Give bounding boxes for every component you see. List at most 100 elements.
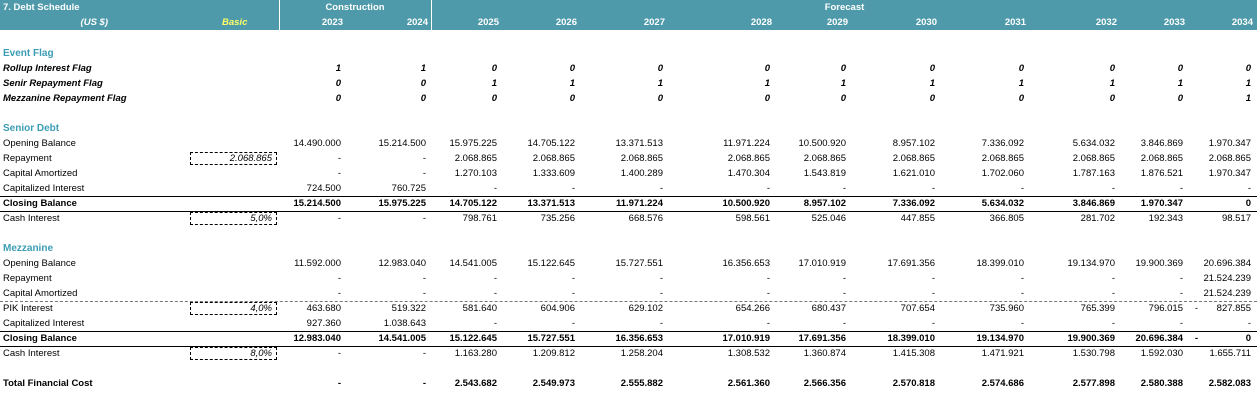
value-cell: 17.691.356: [798, 333, 846, 344]
value-cell: -: [337, 288, 341, 299]
value-cell: 629.102: [628, 303, 663, 314]
value-cell: 0: [1018, 93, 1024, 104]
year-header-2025: 2025: [477, 17, 499, 28]
value-cell: 0: [569, 93, 575, 104]
value-cell: 19.900.369: [1135, 258, 1183, 269]
value-cell: 17.691.356: [887, 258, 935, 269]
value-cell: -: [337, 168, 341, 179]
assumption-input: 5,0%: [190, 212, 277, 225]
sheet-title: 7. Debt Schedule: [3, 2, 80, 13]
header-band-bottom: [0, 15, 1257, 30]
currency-label: (US $): [80, 17, 108, 28]
value-cell: -: [337, 378, 341, 389]
value-cell: -: [1111, 288, 1115, 299]
value-cell: 0: [929, 93, 935, 104]
value-cell: 0: [1109, 63, 1115, 74]
value-cell: -: [337, 213, 341, 224]
value-cell: 15.214.500: [378, 138, 426, 149]
value-cell: 14.705.122: [449, 198, 497, 209]
assumption-input: 4,0%: [190, 302, 277, 315]
value-cell: 1.333.609: [532, 168, 575, 179]
row-label: Total Financial Cost: [3, 378, 93, 389]
construction-label: Construction: [325, 2, 385, 13]
value-cell: 5.634.032: [981, 198, 1024, 209]
value-cell: 735.960: [989, 303, 1024, 314]
value-cell: -: [1020, 183, 1024, 194]
value-cell: 2.068.865: [803, 153, 846, 164]
value-cell: 0: [335, 93, 341, 104]
value-cell: 447.855: [900, 213, 935, 224]
year-header-2034: 2034: [1231, 17, 1253, 28]
value-cell: 707.654: [900, 303, 935, 314]
value-cell: 0: [1018, 63, 1024, 74]
value-cell: 0: [764, 63, 770, 74]
value-cell: -: [659, 183, 663, 194]
value-cell: 735.256: [540, 213, 575, 224]
value-cell: 2.561.360: [727, 378, 770, 389]
value-cell: 1: [1109, 78, 1115, 89]
year-header-2029: 2029: [826, 17, 848, 28]
value-cell: 1: [335, 63, 341, 74]
value-cell: 796.015: [1148, 303, 1183, 314]
value-cell: 598.561: [735, 213, 770, 224]
value-cell: 98.517: [1221, 213, 1251, 224]
value-cell: 1.530.798: [1072, 348, 1115, 359]
value-cell: 0: [764, 93, 770, 104]
value-cell: 17.010.919: [798, 258, 846, 269]
value-cell: -: [842, 318, 846, 329]
row-label: Repayment: [3, 273, 52, 284]
value-cell: -: [659, 273, 663, 284]
mezzanine-pik-dashed-rule: [0, 301, 1257, 302]
value-cell: 7.336.092: [981, 138, 1024, 149]
value-cell: 1.308.532: [727, 348, 770, 359]
value-cell: -: [422, 213, 426, 224]
year-header-2024: 2024: [406, 17, 428, 28]
value-cell: -: [659, 288, 663, 299]
year-header-2026: 2026: [555, 17, 577, 28]
value-cell: 1.415.308: [892, 348, 935, 359]
row-label: Repayment: [3, 153, 52, 164]
value-cell: -: [766, 273, 770, 284]
value-cell: 1.270.103: [454, 168, 497, 179]
value-cell: 604.906: [540, 303, 575, 314]
value-cell: 519.322: [391, 303, 426, 314]
value-cell: 2.068.865: [1140, 153, 1183, 164]
year-header-2027: 2027: [643, 17, 665, 28]
value-cell: 14.541.005: [449, 258, 497, 269]
value-cell: -: [1179, 183, 1183, 194]
value-cell: 668.576: [628, 213, 663, 224]
header-band-top: [0, 0, 1257, 15]
value-cell: -: [422, 348, 426, 359]
section-title: Event Flag: [3, 48, 54, 59]
value-cell: 798.761: [462, 213, 497, 224]
value-cell: 760.725: [391, 183, 426, 194]
value-cell: -: [931, 318, 935, 329]
value-cell: 0: [657, 63, 663, 74]
value-cell: 1.592.030: [1140, 348, 1183, 359]
value-cell: 581.640: [462, 303, 497, 314]
value-cell: 2.566.356: [803, 378, 846, 389]
value-cell: 15.214.500: [293, 198, 341, 209]
value-cell: 1: [1245, 93, 1251, 104]
value-cell: 1: [1018, 78, 1024, 89]
value-cell: 12.983.040: [378, 258, 426, 269]
row-label: Opening Balance: [3, 138, 76, 149]
value-cell: -: [1020, 318, 1024, 329]
value-cell: 0: [1177, 63, 1183, 74]
value-cell: -: [1111, 273, 1115, 284]
year-header-2028: 2028: [750, 17, 772, 28]
value-cell: 19.900.369: [1067, 333, 1115, 344]
value-cell: -: [337, 348, 341, 359]
value-cell: 16.356.653: [615, 333, 663, 344]
value-cell: 1: [491, 78, 497, 89]
value-cell: 2.068.865: [454, 153, 497, 164]
value-cell: 18.399.010: [976, 258, 1024, 269]
value-cell: 14.490.000: [293, 138, 341, 149]
value-cell: -: [337, 273, 341, 284]
value-cell: 15.975.225: [449, 138, 497, 149]
value-cell: 927.360: [306, 318, 341, 329]
value-cell: 2.068.865: [981, 153, 1024, 164]
value-cell: 5.634.032: [1072, 138, 1115, 149]
value-cell: -: [766, 183, 770, 194]
